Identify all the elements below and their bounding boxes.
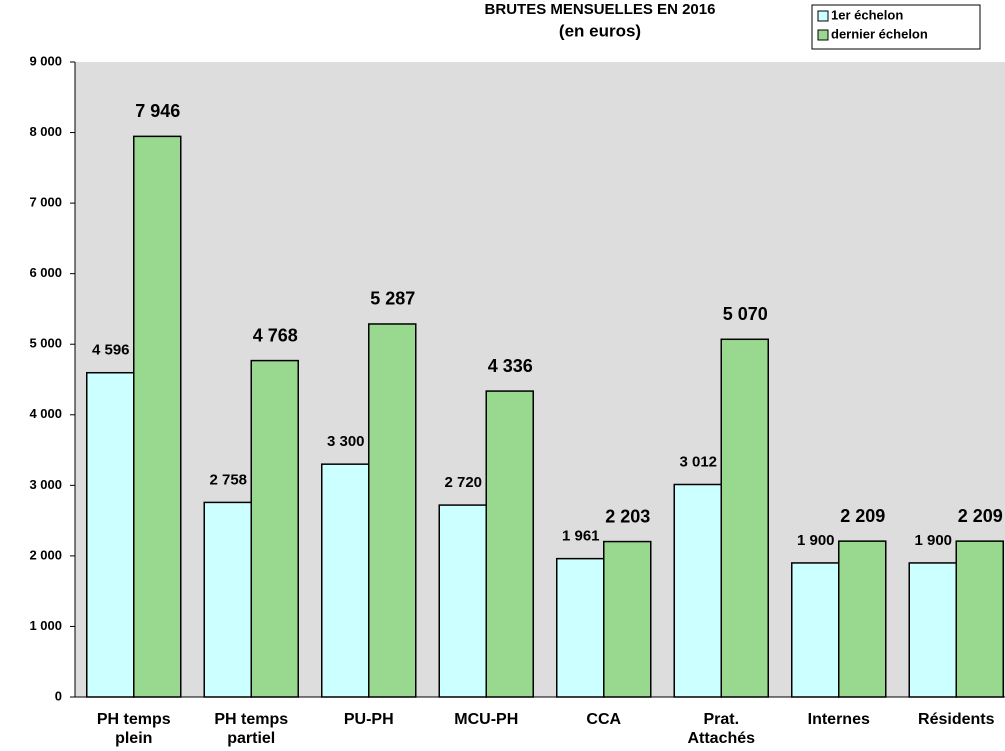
bar (485, 390, 534, 698)
bar (321, 463, 370, 698)
legend-label: dernier échelon (831, 26, 928, 41)
y-tick-label: 7 000 (29, 195, 62, 210)
y-tick-label: 3 000 (29, 477, 62, 492)
value-label: 2 209 (958, 506, 1003, 526)
legend-box (811, 4, 981, 50)
x-tick-label: PH temps plein (96, 711, 171, 747)
value-label: 3 300 (327, 433, 365, 450)
value-label: 5 070 (723, 304, 768, 324)
x-tick-label: MCU-PH (454, 711, 519, 728)
bar (250, 359, 299, 698)
x-tick-label: PU-PH (343, 711, 394, 728)
bar (133, 135, 182, 698)
x-tick-label: PH temps partiel (214, 711, 289, 747)
bar (203, 501, 252, 698)
value-label: 5 287 (370, 289, 415, 309)
chart-title: BRUTES MENSUELLES EN 2016 (485, 1, 716, 18)
bar (908, 562, 957, 698)
y-tick-label: 6 000 (29, 265, 62, 280)
y-tick-label: 8 000 (29, 124, 62, 139)
y-tick-label: 2 000 (29, 547, 62, 562)
legend-swatch (817, 10, 829, 22)
value-label: 1 900 (797, 532, 835, 549)
value-label: 1 900 (914, 532, 952, 549)
value-label: 4 768 (253, 325, 298, 345)
bar (86, 371, 135, 698)
value-label: 1 961 (562, 528, 600, 545)
value-label: 2 209 (840, 506, 885, 526)
x-tick-label: CCA (586, 711, 622, 728)
bar (368, 323, 417, 698)
bar (438, 504, 487, 698)
y-tick-label: 0 (55, 688, 62, 703)
bar (556, 557, 605, 698)
x-tick-label: Internes (807, 711, 870, 728)
bar (603, 540, 652, 698)
value-label: 4 596 (92, 342, 130, 359)
value-label: 2 203 (605, 506, 650, 526)
value-label: 2 720 (444, 474, 482, 491)
y-tick-label: 1 000 (29, 618, 62, 633)
y-tick-label: 4 000 (29, 406, 62, 421)
chart-subtitle: (en euros) (559, 21, 641, 40)
x-tick-label: Prat. Attachés (687, 711, 756, 747)
value-label: 2 758 (209, 471, 247, 488)
x-tick-label: Résidents (918, 711, 995, 728)
bar (838, 540, 887, 698)
legend-swatch (817, 29, 829, 41)
legend-label: 1er échelon (831, 7, 903, 22)
value-label: 3 012 (679, 453, 717, 470)
y-tick-label: 9 000 (29, 53, 62, 68)
value-label: 7 946 (135, 101, 180, 121)
bar (791, 562, 840, 698)
y-tick-label: 5 000 (29, 336, 62, 351)
bar (955, 540, 1004, 698)
bar (720, 338, 769, 698)
bar (673, 483, 722, 698)
value-label: 4 336 (488, 356, 533, 376)
